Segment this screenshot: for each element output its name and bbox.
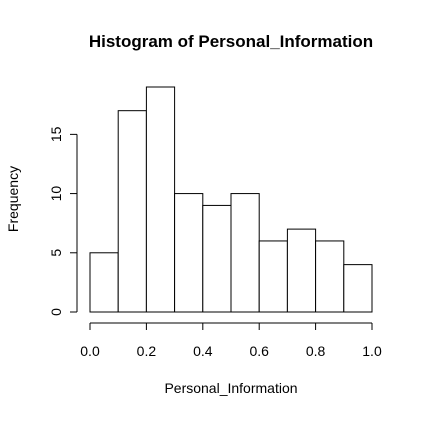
x-tick-label: 0.6 xyxy=(249,343,269,359)
x-tick-label: 0.2 xyxy=(137,343,157,359)
histogram-bar xyxy=(286,228,317,313)
x-tick-label: 0.0 xyxy=(80,343,100,359)
histogram-bar xyxy=(315,240,345,313)
x-axis: 0.0 0.2 0.4 0.6 0.8 1.0 xyxy=(80,322,382,359)
x-tick-label: 0.8 xyxy=(306,343,326,359)
histogram-bar xyxy=(230,193,260,313)
y-tick-label: 10 xyxy=(48,186,64,202)
y-tick-label: 5 xyxy=(48,249,64,257)
bars-layer xyxy=(89,86,373,313)
x-tick-label: 0.4 xyxy=(193,343,213,359)
x-tick-label: 1.0 xyxy=(362,343,382,359)
y-axis: 0 5 10 15 xyxy=(48,126,78,316)
y-axis-label: Frequency xyxy=(5,166,21,232)
y-tick-label: 15 xyxy=(48,126,64,142)
histogram-bar xyxy=(343,264,373,313)
histogram-bar xyxy=(174,193,204,313)
chart-title: Histogram of Personal_Information xyxy=(89,32,373,51)
y-tick-label: 0 xyxy=(48,308,64,316)
histogram-bar xyxy=(89,252,119,313)
histogram-bar xyxy=(202,204,232,313)
histogram-bar xyxy=(145,86,176,313)
x-axis-label: Personal_Information xyxy=(164,380,297,396)
histogram-bar xyxy=(117,110,147,313)
histogram-bar xyxy=(258,240,288,313)
